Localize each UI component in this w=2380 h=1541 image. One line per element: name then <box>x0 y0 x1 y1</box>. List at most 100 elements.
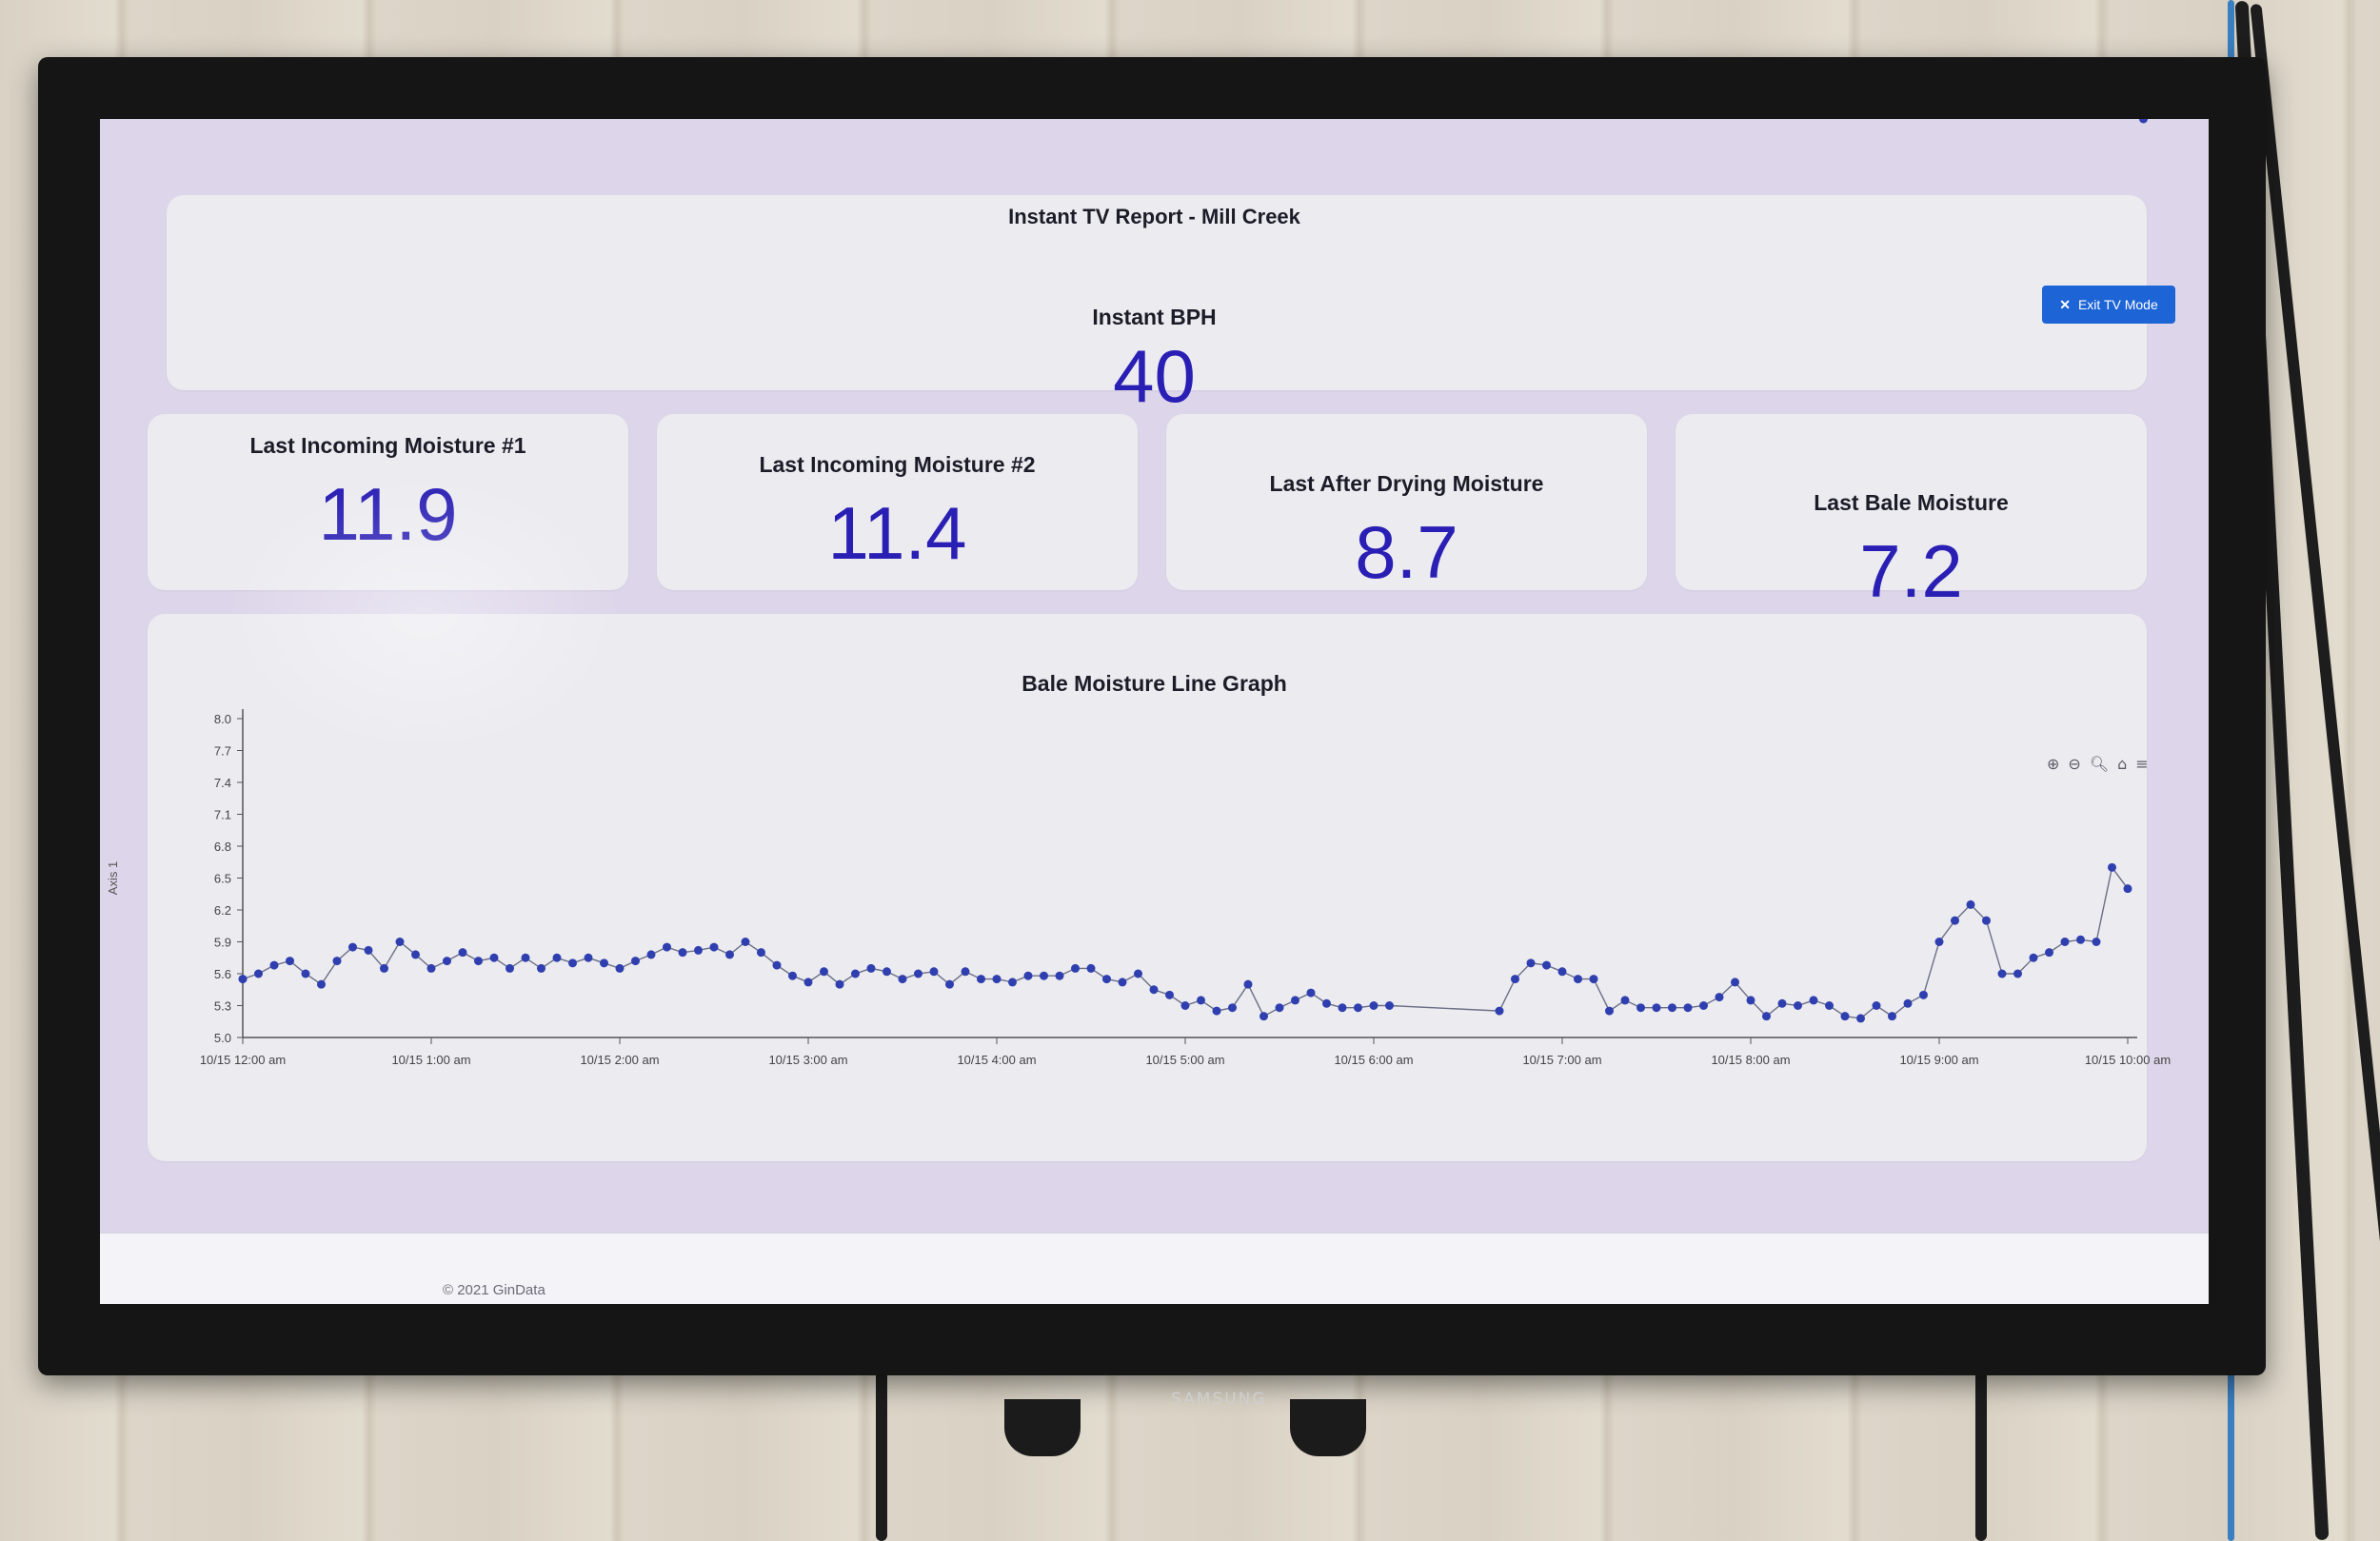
data-point <box>1620 996 1630 1005</box>
menu-icon[interactable]: ≡ <box>2135 755 2149 773</box>
data-point <box>1180 1001 1190 1010</box>
data-point <box>757 948 765 958</box>
data-point <box>914 969 922 978</box>
data-point <box>1872 1001 1881 1010</box>
data-point <box>1495 1006 1504 1016</box>
data-point <box>977 975 985 984</box>
data-point <box>584 953 593 962</box>
data-point <box>1322 998 1331 1008</box>
data-point <box>646 950 656 959</box>
data-point <box>678 948 687 958</box>
data-point <box>1086 963 1096 973</box>
data-point <box>835 979 844 989</box>
data-point <box>615 963 625 973</box>
data-point <box>2076 935 2085 944</box>
data-point <box>1825 1001 1834 1010</box>
data-point <box>348 942 357 952</box>
data-point <box>364 945 373 955</box>
x-tick-label: 10/15 9:00 am <box>1899 1053 1978 1067</box>
x-tick-label: 10/15 6:00 am <box>1334 1053 1413 1067</box>
x-tick-label: 10/15 5:00 am <box>1145 1053 1224 1067</box>
data-point <box>1856 1014 1865 1023</box>
data-point <box>1652 1003 1661 1013</box>
data-point <box>1982 916 1991 925</box>
data-point <box>269 960 279 970</box>
data-point <box>1589 975 1598 984</box>
metric-label: Last After Drying Moisture <box>1269 471 1544 496</box>
data-point <box>1777 998 1787 1008</box>
chart-toolbar: ⊕ ⊖ 🔍︎ ⌂ ≡ <box>2047 755 2149 773</box>
data-point <box>1354 1003 1362 1013</box>
data-point <box>1071 963 1080 973</box>
data-point <box>474 957 483 966</box>
data-point <box>1134 969 1142 978</box>
data-point <box>2092 938 2101 946</box>
y-tick-label: 6.2 <box>214 903 231 918</box>
data-point <box>568 958 577 968</box>
data-point <box>2029 953 2038 962</box>
x-tick-label: 10/15 7:00 am <box>1522 1053 1601 1067</box>
metric-label: Last Incoming Moisture #1 <box>249 433 526 458</box>
data-point <box>238 975 248 984</box>
zoom-out-icon[interactable]: ⊖ <box>2068 755 2081 773</box>
zoom-in-icon[interactable]: ⊕ <box>2047 755 2060 773</box>
data-point <box>709 942 719 952</box>
data-point <box>929 967 939 977</box>
data-point <box>1809 996 1818 1005</box>
data-point <box>820 967 828 977</box>
footer-copyright: © 2021 GinData <box>443 1282 545 1298</box>
home-icon[interactable]: ⌂ <box>2117 755 2128 773</box>
chart-title: Bale Moisture Line Graph <box>1021 671 1287 696</box>
data-point <box>1385 1001 1394 1010</box>
data-point <box>961 967 970 977</box>
data-point <box>1023 971 1033 980</box>
data-point <box>1102 975 1111 984</box>
power-cable <box>876 1371 887 1541</box>
data-point <box>1934 938 1944 946</box>
data-point <box>1794 1001 1802 1010</box>
series-line <box>242 865 2129 1019</box>
data-point <box>1715 993 1724 1002</box>
tv-brand-logo: SAMSUNG <box>1171 1390 1267 1409</box>
data-point <box>489 953 499 962</box>
data-point <box>1557 967 1567 977</box>
tv-screen: Instant TV Report - Mill Creek ✕ Exit TV… <box>100 119 2209 1304</box>
x-tick-label: 10/15 4:00 am <box>957 1053 1036 1067</box>
header-panel <box>167 195 2147 390</box>
bph-label: Instant BPH <box>1092 305 1217 329</box>
metric-card <box>657 414 1138 590</box>
data-point <box>883 967 891 977</box>
x-tick-label: 10/15 2:00 am <box>580 1053 659 1067</box>
x-tick-label: 10/15 3:00 am <box>768 1053 847 1067</box>
x-tick-label: 10/15 8:00 am <box>1711 1053 1790 1067</box>
data-point <box>663 942 671 952</box>
data-point <box>537 963 545 973</box>
data-point <box>286 957 294 966</box>
metric-card <box>1166 414 1647 590</box>
data-point <box>1919 990 1928 999</box>
footer <box>100 1233 2209 1304</box>
data-point <box>1526 958 1536 968</box>
exit-tv-mode-button[interactable]: ✕ Exit TV Mode <box>2042 286 2175 324</box>
data-point <box>1699 1001 1708 1010</box>
data-point <box>1338 1003 1347 1013</box>
data-point <box>694 945 703 955</box>
search-icon[interactable]: 🔍︎ <box>2089 755 2110 773</box>
data-point <box>552 953 562 962</box>
data-point <box>1840 1012 1850 1021</box>
metric-value: 11.9 <box>318 472 458 556</box>
data-point <box>1275 1003 1284 1013</box>
tv-mount <box>1004 1399 1081 1456</box>
x-tick-label: 10/15 1:00 am <box>391 1053 470 1067</box>
data-point <box>1542 960 1551 970</box>
data-point <box>1149 985 1159 995</box>
metric-card <box>148 414 628 590</box>
y-tick-label: 5.9 <box>214 936 231 950</box>
chart-panel <box>148 614 2147 1161</box>
data-point <box>1903 998 1913 1008</box>
data-point <box>380 963 388 973</box>
data-point <box>1259 1012 1268 1021</box>
metric-label: Last Bale Moisture <box>1814 490 2009 515</box>
data-point <box>1997 969 2007 978</box>
data-point <box>866 963 876 973</box>
